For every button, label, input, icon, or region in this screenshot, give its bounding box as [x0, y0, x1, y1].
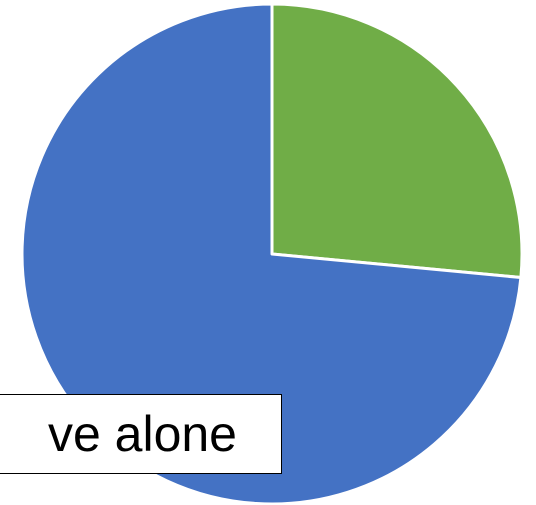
annotation-text: ve alone — [47, 406, 237, 462]
annotation-callout: ve alone — [0, 394, 282, 474]
pie-slice-1 — [270, 2, 524, 280]
